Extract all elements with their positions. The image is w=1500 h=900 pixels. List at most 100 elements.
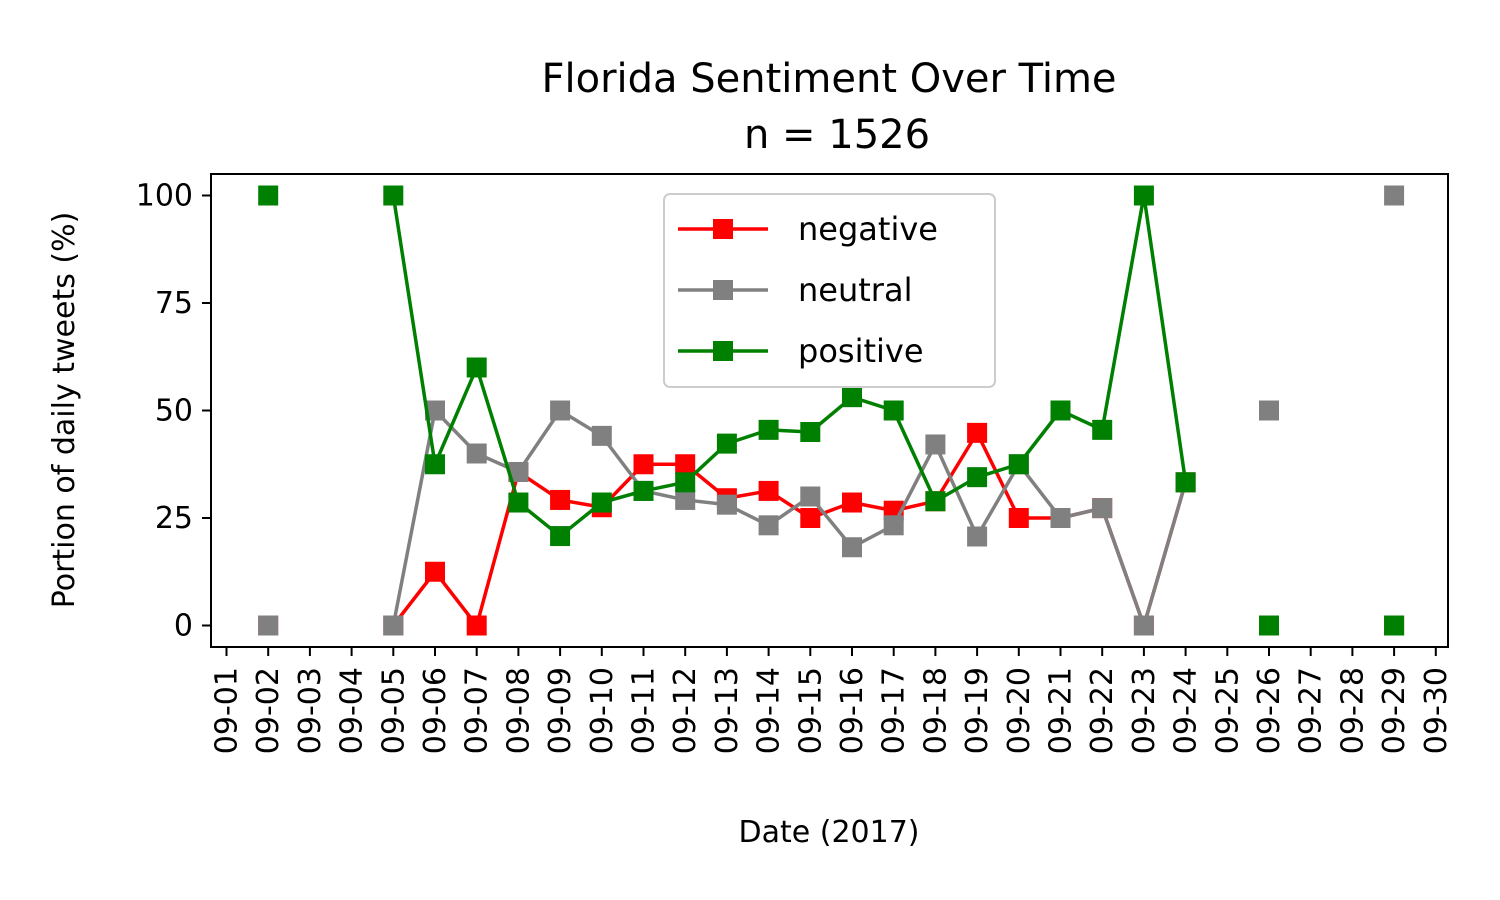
x-tick-label: 09-03	[293, 667, 328, 754]
data-point-neutral	[258, 615, 279, 636]
data-point-neutral	[716, 494, 737, 515]
x-axis-label: Date (2017)	[739, 815, 920, 850]
data-point-neutral	[883, 515, 904, 536]
data-point-neutral	[508, 461, 529, 482]
data-point-neutral	[1259, 400, 1279, 421]
legend-marker-negative	[713, 219, 733, 239]
plot-area	[258, 185, 1405, 636]
legend-frame	[663, 193, 996, 388]
legend-marker-neutral	[713, 280, 733, 300]
data-point-negative	[550, 489, 571, 510]
legend-marker-positive	[713, 341, 733, 361]
x-tick-label: 09-12	[668, 667, 703, 754]
data-point-negative	[466, 615, 487, 636]
data-point-positive	[1008, 454, 1029, 475]
x-tick-label: 09-10	[585, 667, 620, 754]
x-tick-label: 09-25	[1210, 667, 1245, 754]
x-tick-label: 09-08	[501, 667, 536, 754]
data-point-positive	[1175, 472, 1196, 493]
x-tick-label: 09-11	[627, 667, 662, 754]
data-point-neutral	[800, 486, 821, 507]
data-point-positive	[925, 491, 946, 512]
chart-title: Florida Sentiment Over Time	[541, 56, 1116, 102]
y-tick-label: 0	[174, 609, 193, 644]
x-tick-label: 09-18	[918, 667, 953, 754]
x-tick-label: 09-09	[543, 667, 578, 754]
data-point-neutral	[383, 615, 404, 636]
data-point-positive	[842, 387, 862, 408]
data-point-positive	[716, 433, 737, 454]
x-tick-label: 09-28	[1335, 667, 1370, 754]
data-point-neutral	[425, 400, 445, 421]
legend-label-negative: negative	[798, 210, 938, 248]
x-tick-label: 09-04	[335, 667, 370, 754]
x-tick-label: 09-29	[1377, 667, 1412, 754]
y-tick-label: 100	[136, 179, 193, 214]
data-point-positive	[1133, 185, 1154, 206]
data-point-positive	[466, 357, 487, 378]
data-point-neutral	[842, 537, 862, 558]
legend-label-neutral: neutral	[798, 271, 912, 309]
data-point-positive	[258, 185, 279, 206]
data-point-negative	[842, 492, 862, 513]
data-point-negative	[1008, 508, 1029, 528]
x-tick-label: 09-07	[460, 667, 495, 754]
data-point-positive	[1092, 419, 1113, 440]
x-tick-label: 09-30	[1419, 667, 1454, 754]
x-tick-label: 09-21	[1044, 667, 1079, 754]
data-point-positive	[1259, 615, 1279, 636]
data-point-negative	[633, 454, 654, 475]
legend-label-positive: positive	[798, 332, 924, 370]
legend: negative neutral positive	[663, 193, 996, 388]
data-point-neutral	[1092, 498, 1113, 519]
y-tick-label: 50	[155, 394, 193, 429]
data-point-neutral	[466, 443, 487, 464]
x-tick-label: 09-02	[251, 667, 286, 754]
y-tick-label: 75	[155, 286, 193, 321]
data-point-neutral	[1384, 185, 1405, 206]
data-point-positive	[800, 422, 821, 442]
data-point-positive	[591, 492, 612, 513]
x-tick-label: 09-06	[418, 667, 453, 754]
series-line-negative	[391, 431, 1188, 628]
x-tick-label: 09-24	[1169, 667, 1204, 754]
y-axis-label: Portion of daily tweets (%)	[47, 212, 82, 609]
data-point-neutral	[758, 515, 779, 536]
x-tick-label: 09-16	[835, 667, 870, 754]
data-point-negative	[800, 508, 821, 528]
data-point-negative	[675, 454, 696, 475]
data-point-neutral	[967, 526, 988, 547]
data-point-neutral	[550, 400, 571, 421]
data-point-positive	[758, 419, 779, 440]
x-tick-label: 09-05	[376, 667, 411, 754]
data-point-neutral	[925, 434, 946, 455]
x-tick-label: 09-15	[793, 667, 828, 754]
data-point-neutral	[1133, 615, 1154, 636]
x-tick-label: 09-17	[877, 667, 912, 754]
data-point-neutral	[675, 489, 696, 510]
data-point-positive	[633, 480, 654, 501]
data-point-positive	[550, 526, 571, 547]
data-point-positive	[1384, 615, 1405, 636]
data-point-negative	[967, 422, 988, 443]
series-positive	[258, 185, 1405, 636]
x-tick-label: 09-20	[1002, 667, 1037, 754]
x-tick-label: 09-14	[752, 667, 787, 754]
x-tick-label: 09-27	[1294, 667, 1329, 754]
y-tick-label: 25	[155, 501, 193, 536]
x-tick-label: 09-26	[1252, 667, 1287, 754]
x-tick-label: 09-13	[710, 667, 745, 754]
data-point-neutral	[1050, 508, 1071, 528]
data-point-negative	[425, 561, 445, 582]
x-tick-label: 09-19	[960, 667, 995, 754]
data-point-positive	[883, 400, 904, 421]
data-point-positive	[675, 472, 696, 493]
x-tick-label: 09-01	[210, 667, 245, 754]
chart-subtitle: n = 1526	[744, 112, 930, 158]
data-point-positive	[1050, 400, 1071, 421]
data-point-positive	[508, 492, 529, 513]
data-point-positive	[383, 185, 404, 206]
x-tick-label: 09-22	[1085, 667, 1120, 754]
data-point-positive	[967, 467, 988, 488]
